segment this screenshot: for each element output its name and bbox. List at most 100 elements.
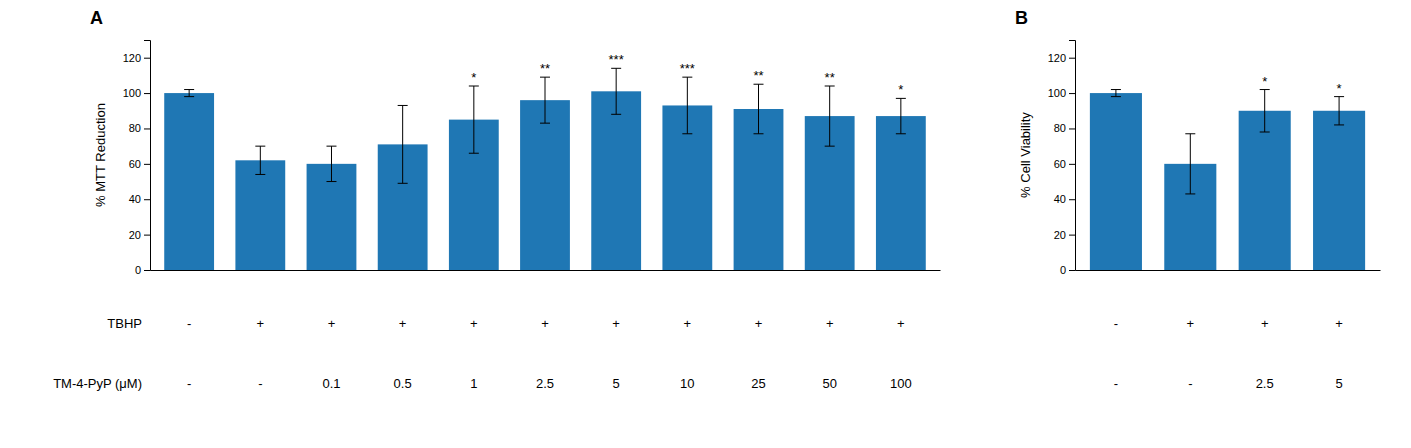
significance-label: ** — [753, 68, 763, 83]
row-value: + — [897, 316, 905, 331]
error-bar-line — [1339, 97, 1340, 125]
row-value: 100 — [890, 376, 912, 391]
y-tick-label: 80 — [1054, 122, 1066, 134]
row-value: 10 — [680, 376, 694, 391]
error-bar-line — [1115, 90, 1116, 97]
row-value: + — [684, 316, 692, 331]
y-tick-label: 40 — [1054, 193, 1066, 205]
error-bar-cap — [1111, 96, 1121, 97]
error-bar-cap — [540, 77, 550, 78]
row-value: + — [257, 316, 265, 331]
error-bar-cap — [896, 98, 906, 99]
error-bar-line — [402, 105, 403, 183]
error-bar-cap — [1260, 89, 1270, 90]
x-axis-line — [151, 270, 941, 271]
error-bar-line — [545, 77, 546, 123]
bar — [520, 100, 570, 270]
row-value: + — [1261, 316, 1269, 331]
row-value: 5 — [1335, 376, 1342, 391]
error-bar-cap — [326, 181, 336, 182]
error-bar-cap — [754, 133, 764, 134]
error-bar — [896, 98, 906, 133]
y-tick-label: 40 — [129, 193, 141, 205]
error-bar-cap — [255, 146, 265, 147]
error-bar-cap — [255, 174, 265, 175]
row-value: 50 — [822, 376, 836, 391]
y-tick: 60 — [1054, 158, 1075, 170]
row-value: 1 — [470, 376, 477, 391]
error-bar-line — [758, 84, 759, 134]
y-tick-mark — [144, 164, 150, 165]
error-bar — [682, 77, 692, 134]
significance-label: ** — [540, 61, 550, 76]
error-bar-line — [687, 77, 688, 134]
error-bar — [398, 105, 408, 183]
panel-label: B — [1015, 8, 1028, 28]
y-tick: 60 — [129, 158, 150, 170]
error-bar — [1111, 90, 1121, 97]
error-bar — [469, 86, 479, 153]
error-bar — [1185, 134, 1195, 194]
row-value: - — [187, 316, 191, 331]
significance-label: *** — [680, 61, 695, 76]
error-bar-line — [260, 146, 261, 174]
error-bar-line — [473, 86, 474, 153]
y-tick: 80 — [129, 122, 150, 134]
row-label: TM-4-PyP (μM) — [53, 376, 142, 391]
error-bar-cap — [825, 86, 835, 87]
panel-label: A — [90, 8, 103, 28]
error-bar-cap — [754, 84, 764, 85]
error-bar-line — [829, 86, 830, 146]
significance-label: * — [1337, 81, 1342, 96]
error-bar-line — [616, 68, 617, 114]
significance-label: * — [898, 82, 903, 97]
y-tick-label: 20 — [1054, 229, 1066, 241]
error-bar-cap — [611, 114, 621, 115]
y-tick: 0 — [135, 264, 150, 276]
x-axis-line — [1076, 270, 1381, 271]
significance-label: ** — [825, 70, 835, 85]
y-axis-line — [1069, 41, 1076, 271]
y-tick-label: 20 — [129, 229, 141, 241]
row-value: - — [258, 376, 262, 391]
y-tick-mark — [1069, 58, 1075, 59]
row-value: 5 — [613, 376, 620, 391]
row-value: + — [1187, 316, 1195, 331]
error-bar-cap — [896, 133, 906, 134]
error-bar-line — [331, 146, 332, 181]
row-value: 25 — [751, 376, 765, 391]
panel: **************020406080100120% MTT Reduc… — [53, 8, 940, 391]
row-value: - — [1114, 376, 1118, 391]
error-bar-cap — [184, 96, 194, 97]
error-bar — [255, 146, 265, 174]
y-tick-label: 80 — [129, 122, 141, 134]
x-axis — [1076, 270, 1381, 272]
y-tick: 100 — [1048, 87, 1075, 99]
error-bar — [1334, 97, 1344, 125]
error-bar — [540, 77, 550, 123]
row-value: 0.1 — [322, 376, 340, 391]
row-value: + — [399, 316, 407, 331]
y-tick-mark — [144, 235, 150, 236]
y-tick-mark — [144, 199, 150, 200]
error-bar-line — [1264, 90, 1265, 132]
y-axis-title: % MTT Reduction — [93, 103, 108, 207]
error-bar — [754, 84, 764, 134]
error-bar-cap — [1334, 96, 1344, 97]
y-tick-mark — [144, 93, 150, 94]
row-value: + — [1335, 316, 1343, 331]
y-tick-label: 120 — [1048, 52, 1066, 64]
y-axis: 020406080100120 — [123, 41, 151, 277]
y-tick: 20 — [129, 229, 150, 241]
row-value: + — [541, 316, 549, 331]
y-tick-mark — [1069, 93, 1075, 94]
plot-area — [164, 68, 926, 270]
y-tick-label: 0 — [135, 264, 141, 276]
row-value: - — [1188, 376, 1192, 391]
error-bar-cap — [1260, 132, 1270, 133]
y-tick: 80 — [1054, 122, 1075, 134]
error-bar-cap — [682, 133, 692, 134]
figure: **************020406080100120% MTT Reduc… — [0, 0, 1411, 448]
error-bar-cap — [1185, 133, 1195, 134]
y-tick-mark — [1069, 270, 1075, 271]
